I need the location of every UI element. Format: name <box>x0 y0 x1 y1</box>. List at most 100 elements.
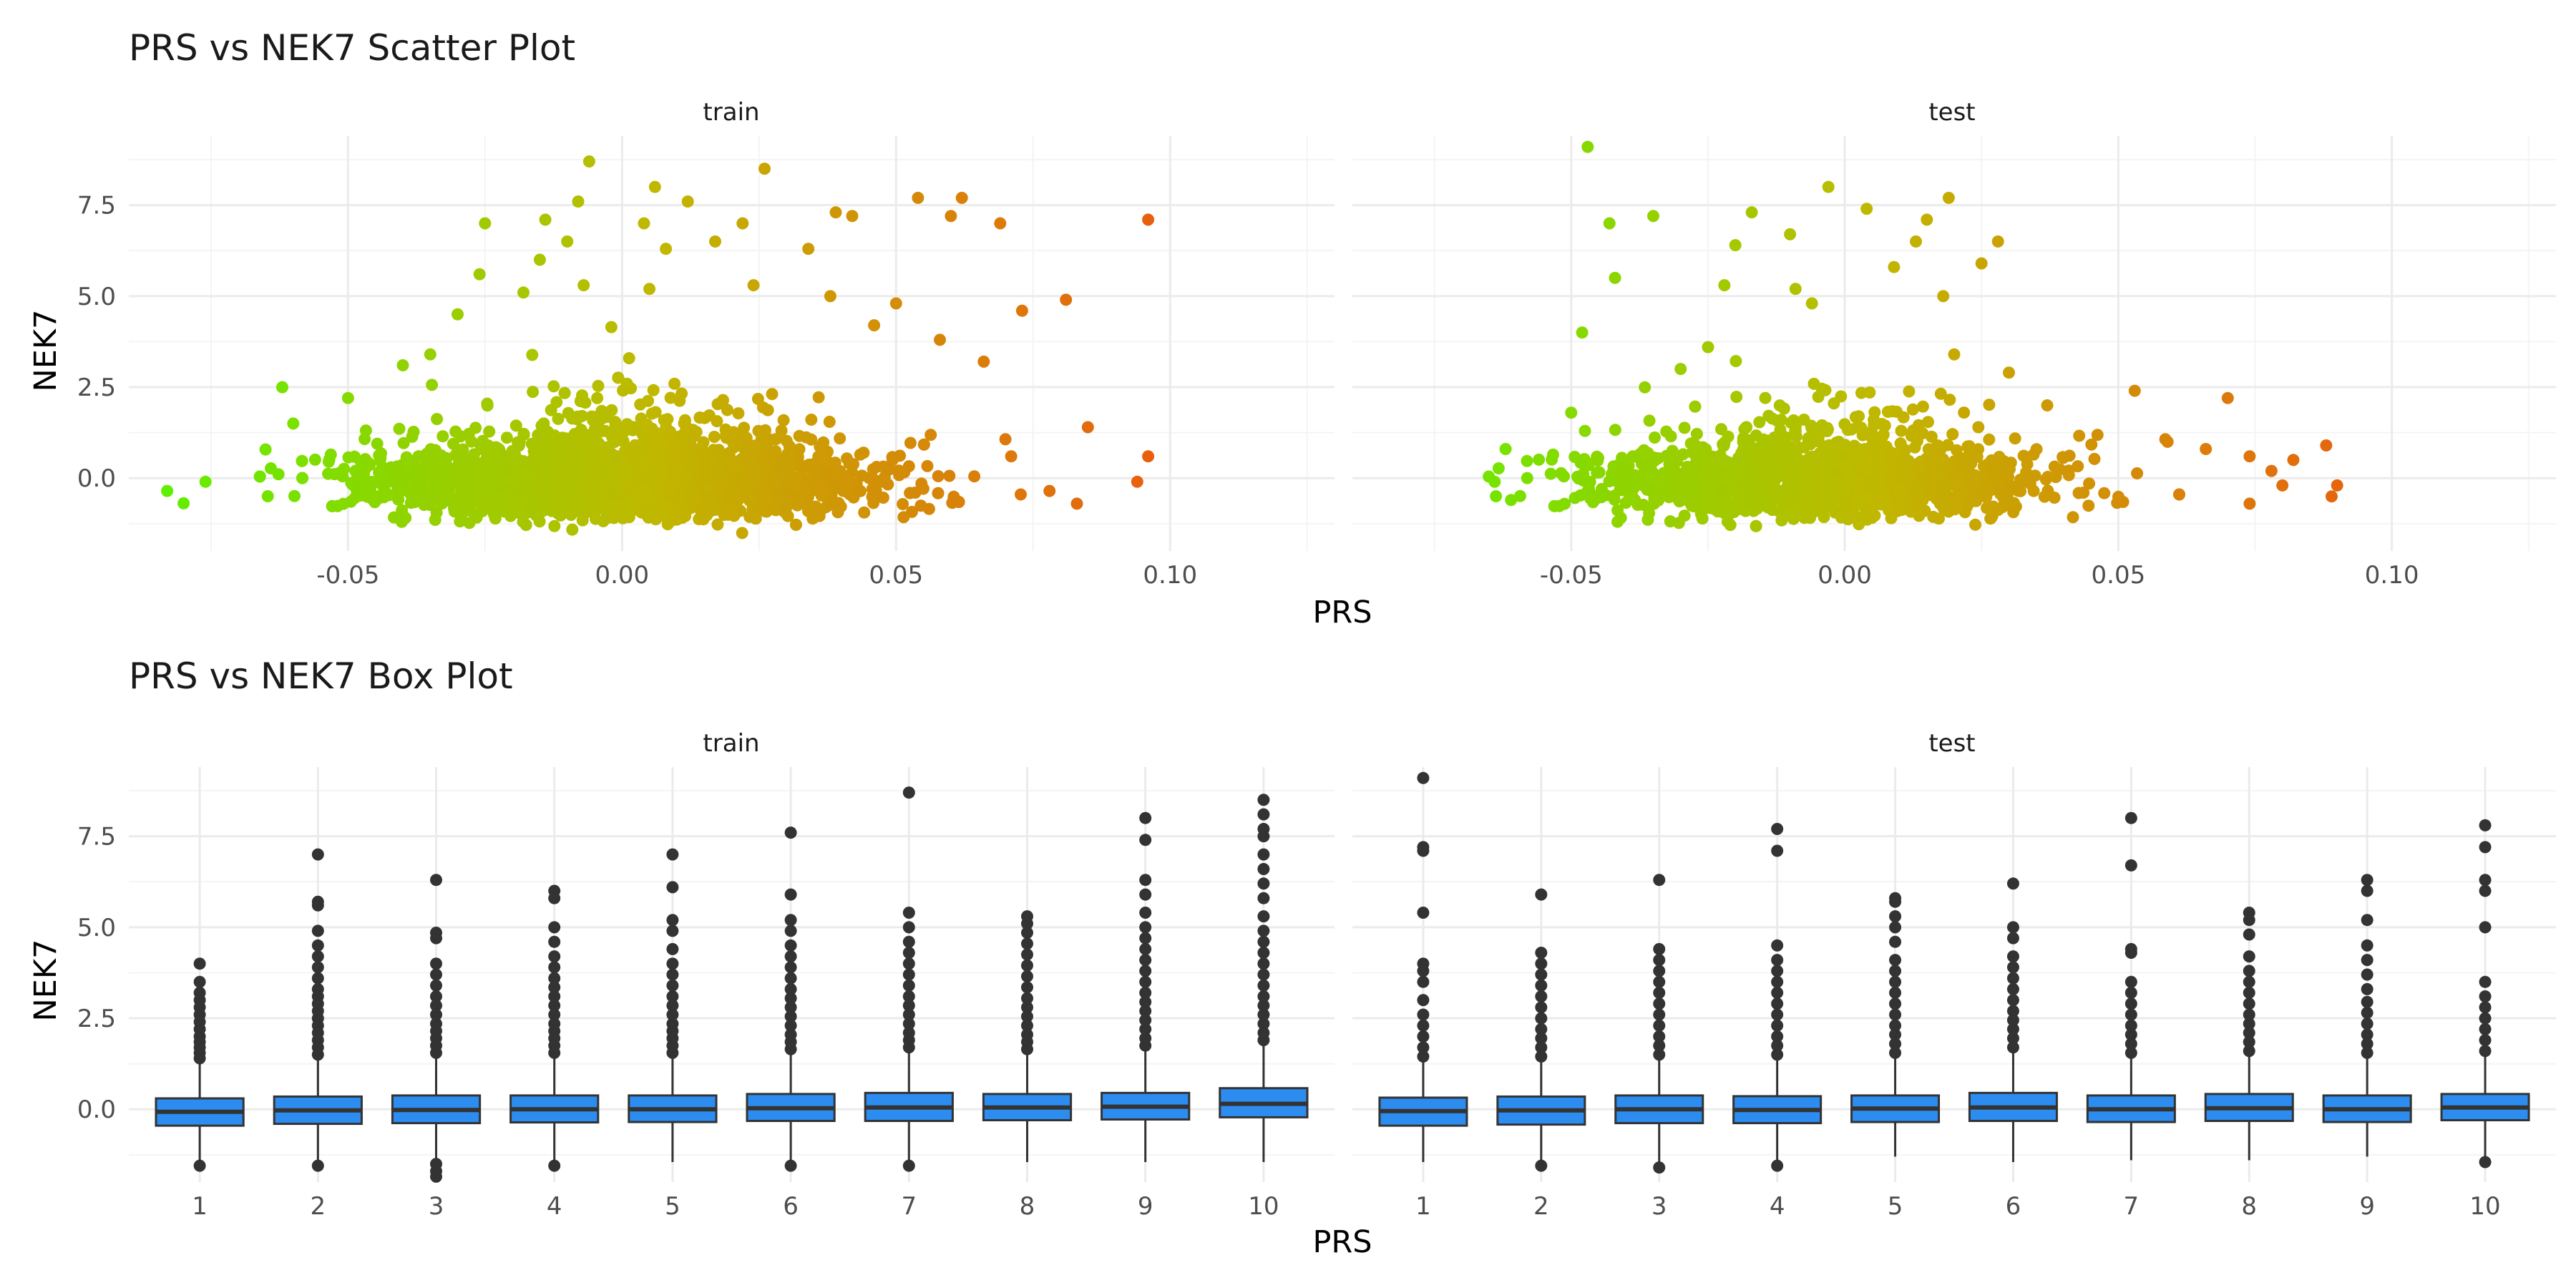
box-outlier <box>784 1010 797 1023</box>
scatter-point <box>1905 505 1918 518</box>
scatter-point <box>1828 488 1841 501</box>
scatter-point <box>758 162 771 175</box>
box-outlier <box>1653 1161 1666 1174</box>
scatter-point <box>902 460 915 473</box>
scatter-point <box>547 380 560 393</box>
scatter-point <box>1544 467 1557 480</box>
box-outlier <box>1257 968 1270 981</box>
box-outlier <box>2479 1001 2492 1014</box>
box-outlier <box>902 1008 915 1021</box>
box-outlier <box>2361 1006 2373 1019</box>
scatter-point <box>1718 279 1731 292</box>
scatter-point <box>489 494 502 506</box>
box-outlier <box>430 968 443 981</box>
scatter-point <box>1619 479 1632 492</box>
scatter-panel-test: -0.05 0.00 0.05 0.10 <box>1352 136 2556 590</box>
scatter-point <box>1616 463 1629 476</box>
scatter-point <box>1742 434 1755 447</box>
box-outlier <box>2006 1023 2019 1035</box>
box-outlier <box>1771 1159 1784 1172</box>
x-tick-label: 10 <box>1248 1192 1279 1221</box>
scatter-point <box>540 431 553 444</box>
scatter-point <box>576 409 588 422</box>
scatter-point <box>469 421 482 434</box>
scatter-point <box>1998 488 2011 500</box>
scatter-point <box>1933 497 1946 510</box>
scatter-point <box>331 499 344 512</box>
scatter-point <box>1607 460 1620 473</box>
scatter-point <box>500 450 513 463</box>
scatter-point <box>761 404 774 416</box>
scatter-point <box>409 492 421 504</box>
scatter-point <box>1546 453 1558 466</box>
scatter-point <box>452 458 465 471</box>
scatter-point <box>1868 406 1881 419</box>
scatter-point <box>355 457 368 469</box>
scatter-point <box>482 439 494 452</box>
box-outlier <box>1139 954 1152 967</box>
scatter-point <box>1943 394 1956 406</box>
box-outlier <box>2479 1034 2492 1047</box>
scatter-point <box>517 467 530 479</box>
box-outlier <box>1889 892 1902 904</box>
box-outlier <box>1257 935 1270 948</box>
box-outlier <box>902 907 915 919</box>
box-outlier <box>1257 1026 1270 1039</box>
scatter-point <box>1903 385 1916 398</box>
scatter-point <box>374 454 386 467</box>
scatter-point <box>1583 482 1596 495</box>
scatter-point <box>1891 501 1904 514</box>
scatter-point <box>592 424 605 437</box>
scatter-point <box>2265 464 2278 477</box>
scatter-point <box>1729 355 1742 368</box>
scatter-y-axis-label: NEK7 <box>28 310 64 392</box>
scatter-point <box>1913 461 1926 474</box>
box-outlier <box>784 924 797 937</box>
box-outlier <box>2361 1028 2373 1041</box>
box-outlier <box>2006 1005 2019 1018</box>
scatter-point <box>1639 381 1652 394</box>
box-outlier <box>1653 997 1666 1010</box>
scatter-point <box>562 406 575 419</box>
scatter-point <box>2112 490 2124 503</box>
box-outlier <box>1417 1019 1430 1032</box>
box-outlier <box>2479 1156 2492 1169</box>
scatter-point <box>1969 518 1981 531</box>
scatter-point <box>519 519 532 532</box>
scatter-point <box>783 440 796 453</box>
box-outlier <box>1139 965 1152 977</box>
scatter-point <box>323 453 336 466</box>
scatter-point <box>572 195 585 208</box>
scatter-point <box>668 377 681 390</box>
scatter-point <box>359 424 372 437</box>
box-outlier <box>430 1018 443 1030</box>
scatter-point <box>577 279 590 292</box>
scatter-point <box>1574 489 1587 502</box>
scatter-point <box>383 489 395 502</box>
box-outlier <box>666 957 679 970</box>
scatter-point <box>620 418 633 431</box>
box-outlier <box>1139 834 1152 847</box>
scatter-point <box>1787 512 1800 525</box>
scatter-point <box>945 210 957 223</box>
scatter-point <box>709 235 721 248</box>
box-outlier <box>1535 990 1548 1002</box>
scatter-point <box>2029 469 2041 482</box>
scatter-point <box>161 484 174 497</box>
scatter-point <box>424 348 436 361</box>
scatter-point <box>690 492 703 504</box>
y-tick-label: 5.0 <box>77 283 116 311</box>
scatter-point <box>1991 504 2004 517</box>
scatter-point <box>1759 391 1772 404</box>
scatter-point <box>1991 476 2004 489</box>
scatter-point <box>2038 490 2051 503</box>
scatter-point <box>645 407 658 420</box>
scatter-point <box>1951 444 1963 457</box>
scatter-point <box>2062 464 2075 477</box>
scatter-point <box>1883 476 1896 489</box>
scatter-point <box>591 391 604 404</box>
box-outlier <box>2243 965 2255 977</box>
scatter-point <box>2049 471 2062 484</box>
box-plot-title: PRS vs NEK7 Box Plot <box>129 655 513 697</box>
scatter-point <box>839 473 852 486</box>
